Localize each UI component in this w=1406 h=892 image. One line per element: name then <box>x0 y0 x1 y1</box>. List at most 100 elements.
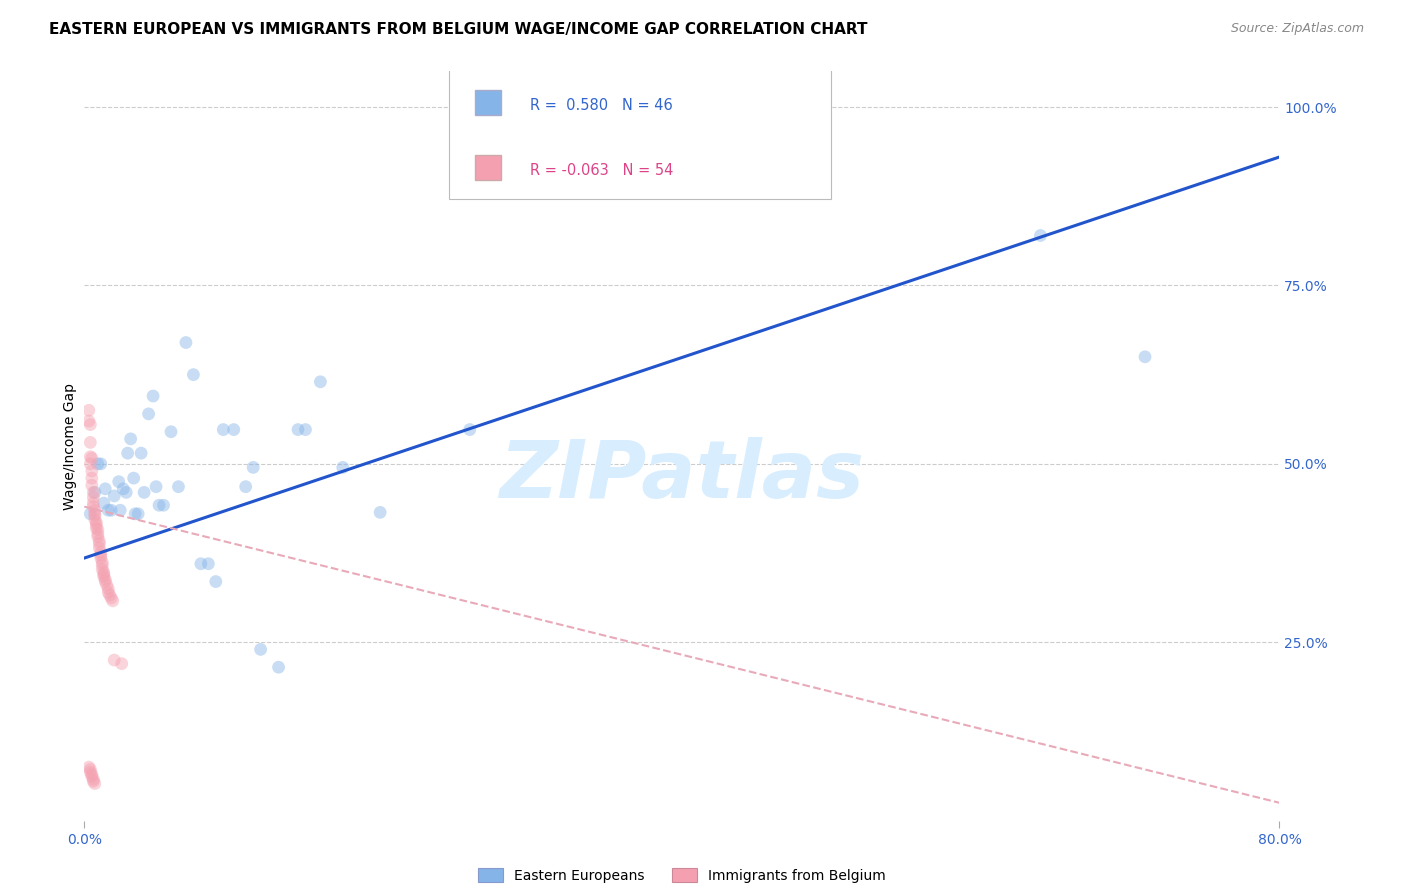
Point <box>86 516 108 530</box>
Point <box>309 375 332 389</box>
Point <box>107 475 129 489</box>
Point <box>103 489 125 503</box>
Text: R =  0.580   N = 46: R = 0.580 N = 46 <box>530 97 673 112</box>
Point <box>249 642 271 657</box>
Point <box>103 653 125 667</box>
Point <box>242 460 264 475</box>
Point <box>112 482 135 496</box>
Point <box>79 765 101 780</box>
Point <box>83 485 105 500</box>
Point <box>77 760 100 774</box>
Point <box>122 471 145 485</box>
Point <box>79 457 101 471</box>
Point <box>117 446 139 460</box>
Point <box>82 496 104 510</box>
Point <box>97 582 120 596</box>
Point <box>332 460 354 475</box>
Point <box>83 508 105 523</box>
Point <box>86 521 108 535</box>
Point <box>142 389 165 403</box>
Point <box>235 480 257 494</box>
Point <box>152 498 174 512</box>
Point <box>222 423 245 437</box>
Point <box>132 485 156 500</box>
Point <box>89 533 111 548</box>
Point <box>458 423 481 437</box>
Point <box>80 767 103 781</box>
Point <box>93 569 115 583</box>
Point <box>82 485 104 500</box>
Point <box>77 403 100 417</box>
Point <box>87 526 110 541</box>
Point <box>97 585 120 599</box>
Point <box>98 588 121 602</box>
Point <box>1029 228 1052 243</box>
FancyBboxPatch shape <box>475 155 502 180</box>
Point <box>79 417 101 432</box>
Point <box>80 478 103 492</box>
Point <box>83 507 105 521</box>
Point <box>82 774 104 789</box>
Point <box>1133 350 1156 364</box>
Point <box>80 471 103 485</box>
Point <box>94 573 117 587</box>
Point <box>82 491 104 505</box>
FancyBboxPatch shape <box>449 68 831 199</box>
Point <box>91 562 114 576</box>
Point <box>368 505 391 519</box>
Point <box>212 423 235 437</box>
FancyBboxPatch shape <box>475 90 502 115</box>
Point <box>93 496 115 510</box>
Point <box>83 512 105 526</box>
Point <box>127 507 149 521</box>
Point <box>115 485 138 500</box>
Point <box>129 446 152 460</box>
Point <box>91 555 114 569</box>
Point <box>287 423 309 437</box>
Point <box>294 423 316 437</box>
Point <box>145 480 167 494</box>
Point <box>183 368 205 382</box>
Point <box>77 414 100 428</box>
Point <box>90 551 112 566</box>
Point <box>86 517 108 532</box>
Point <box>205 574 228 589</box>
Point <box>90 548 112 562</box>
Point <box>124 507 146 521</box>
Point <box>93 566 115 580</box>
Point <box>267 660 290 674</box>
Legend: Eastern Europeans, Immigrants from Belgium: Eastern Europeans, Immigrants from Belgi… <box>472 863 891 888</box>
Point <box>80 451 103 466</box>
Point <box>90 457 112 471</box>
Point <box>110 503 132 517</box>
Point <box>87 530 110 544</box>
Point <box>100 591 122 605</box>
Point <box>94 482 117 496</box>
Text: Source: ZipAtlas.com: Source: ZipAtlas.com <box>1230 22 1364 36</box>
Point <box>79 435 101 450</box>
Point <box>82 500 104 514</box>
Point <box>174 335 197 350</box>
Point <box>80 769 103 783</box>
Point <box>93 567 115 582</box>
Point <box>167 480 190 494</box>
Point <box>82 772 104 787</box>
Point <box>87 523 110 537</box>
Point <box>94 574 117 589</box>
Point <box>111 657 134 671</box>
Point <box>83 776 105 790</box>
Point <box>197 557 219 571</box>
Point <box>120 432 142 446</box>
Point <box>100 503 122 517</box>
Point <box>190 557 212 571</box>
Point <box>79 762 101 776</box>
Point <box>101 594 124 608</box>
Text: R = -0.063   N = 54: R = -0.063 N = 54 <box>530 162 673 178</box>
Point <box>87 457 110 471</box>
Y-axis label: Wage/Income Gap: Wage/Income Gap <box>63 383 77 509</box>
Point <box>89 537 111 551</box>
Text: EASTERN EUROPEAN VS IMMIGRANTS FROM BELGIUM WAGE/INCOME GAP CORRELATION CHART: EASTERN EUROPEAN VS IMMIGRANTS FROM BELG… <box>49 22 868 37</box>
Point <box>96 578 118 592</box>
Point <box>148 498 170 512</box>
Point <box>79 507 101 521</box>
